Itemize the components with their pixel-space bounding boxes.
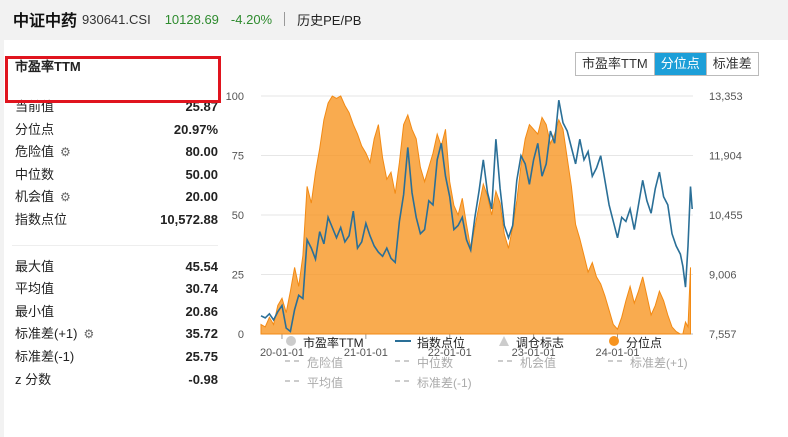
index-change: -4.20% [230,11,273,27]
header-divider [284,12,286,26]
legend-row: 危险值 中位数 机会值 标准差(+1) [285,352,755,372]
legend-item-mean[interactable]: 平均值 [285,374,395,391]
stat-z-score: z 分数 -0.98 [12,369,218,392]
stat-opportunity-value: 机会值 ⚙ 20.00 [12,186,218,209]
dash-icon [285,375,301,390]
percentile-area [260,95,691,335]
stat-label: 最小值 [15,303,55,319]
y-left-tick-label: 50 [232,210,244,222]
legend-item-index-level[interactable]: 指数点位 [395,334,498,351]
tab-pe-ttm[interactable]: 市盈率TTM [576,53,654,75]
view-title: 历史PE/PB [297,12,362,28]
y-left-tick-label: 0 [238,329,244,341]
legend-item-std-plus-1[interactable]: 标准差(+1) [608,354,688,371]
dash-icon [395,375,411,390]
stat-mean: 平均值 30.74 [12,278,218,301]
stat-value: 80.00 [185,144,218,160]
legend-row: 市盈率TTM 指数点位 调仓标志 分位点 [285,332,755,352]
stat-index-level: 指数点位 10,572.88 [12,209,218,232]
legend-row: 平均值 标准差(-1) [285,372,755,392]
stat-value: 20.86 [185,303,218,319]
highlight-box [5,56,221,103]
index-header: 中证中药 930641.CSI 10128.69 -4.20% 历史PE/PB [0,0,788,38]
index-level-line [260,100,693,333]
stat-danger-value: 危险值 ⚙ 80.00 [12,141,218,164]
index-code: 930641.CSI [82,11,151,27]
legend-item-percentile[interactable]: 分位点 [608,334,662,351]
y-right-tick-label: 11,904 [709,151,742,163]
line-icon [395,335,411,350]
stat-value: 10,572.88 [160,211,218,227]
x-tick-label: 20-01-01 [260,347,304,359]
panel-title: 市盈率TTM [15,59,81,74]
stat-value: 35.72 [185,326,218,342]
view-tabs: 市盈率TTM 分位点 标准差 [575,52,759,76]
stat-label: 标准差(+1) ⚙ [15,323,94,346]
stat-value: 30.74 [185,281,218,297]
stat-label: z 分数 [15,371,52,387]
stat-std-minus-1: 标准差(-1) 25.75 [12,346,218,369]
index-name: 中证中药 [13,13,78,30]
y-left-tick-label: 25 [232,270,244,282]
stat-percentile: 分位点 20.97% [12,119,218,142]
dash-icon [498,355,514,370]
x-tick-label: 23-01-01 [512,347,556,359]
y-left-tick-label: 75 [232,151,244,163]
gear-icon[interactable]: ⚙ [60,145,71,160]
legend-item-danger[interactable]: 危险值 [285,354,395,371]
legend-item-opportunity[interactable]: 机会值 [498,354,608,371]
dash-icon [608,355,624,370]
legend-item-rebalance[interactable]: 调仓标志 [498,334,608,351]
circle-icon [608,335,620,350]
y-right-tick-label: 10,455 [709,210,743,222]
stat-label: 平均值 [15,281,55,297]
triangle-icon [498,335,510,350]
x-tick-label: 24-01-01 [595,347,639,359]
stats-divider [12,232,218,246]
chart-legend: 市盈率TTM 指数点位 调仓标志 分位点 危险值 中位数 机会值 [285,332,755,392]
stat-label: 危险值 ⚙ [15,141,71,164]
stat-label: 指数点位 [15,211,68,227]
y-right-tick-label: 7,557 [709,329,737,341]
stat-value: 45.54 [185,258,218,274]
tab-percentile[interactable]: 分位点 [653,53,706,75]
y-right-tick-label: 9,006 [709,270,737,282]
stat-label: 分位点 [15,121,55,137]
y-left-tick-label: 100 [226,91,244,103]
stat-value: -0.98 [188,371,218,387]
stat-value: 20.97% [173,121,218,137]
gear-icon[interactable]: ⚙ [60,190,71,205]
stat-label: 标准差(-1) [15,348,75,364]
x-tick-label: 21-01-01 [344,347,388,359]
stat-label: 最大值 [15,258,55,274]
dash-icon [285,355,301,370]
stat-median: 中位数 50.00 [12,164,218,187]
legend-item-pe-ttm[interactable]: 市盈率TTM [285,334,395,351]
stat-std-plus-1: 标准差(+1) ⚙ 35.72 [12,323,218,346]
legend-item-median[interactable]: 中位数 [395,354,498,371]
stat-value: 50.00 [185,166,218,182]
index-price: 10128.69 [164,11,219,27]
stat-min: 最小值 20.86 [12,301,218,324]
stat-max: 最大值 45.54 [12,256,218,279]
stat-value: 25.75 [185,348,218,364]
stat-value: 20.00 [185,189,218,205]
stat-label: 中位数 [15,166,55,182]
stat-label: 机会值 ⚙ [15,186,71,209]
dash-icon [395,355,411,370]
tab-std-dev[interactable]: 标准差 [705,53,758,75]
circle-icon [285,335,297,350]
legend-item-std-minus-1[interactable]: 标准差(-1) [395,374,472,391]
y-right-tick-label: 13,353 [709,91,743,103]
gear-icon[interactable]: ⚙ [83,327,95,342]
x-tick-label: 22-01-01 [428,347,472,359]
